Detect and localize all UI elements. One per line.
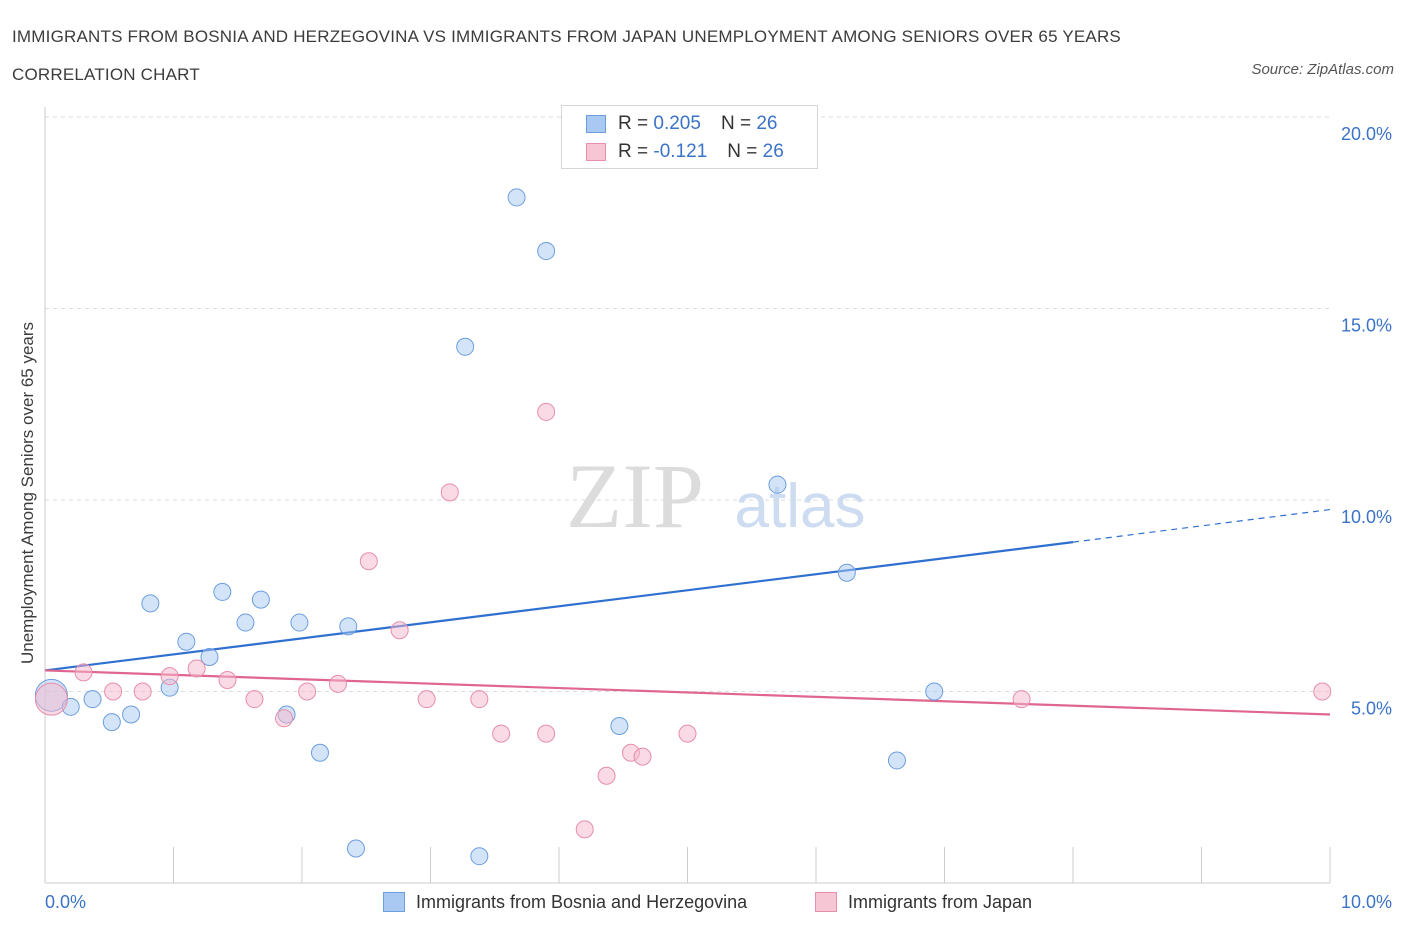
japan-point: [492, 724, 511, 743]
watermark-atlas: atlas: [735, 472, 866, 541]
legend-n-label: N =: [727, 141, 758, 162]
chart-title: IMMIGRANTS FROM BOSNIA AND HERZEGOVINA V…: [12, 27, 1121, 84]
japan-point: [187, 659, 206, 678]
japan-point: [298, 682, 317, 701]
bosnia-swatch: [586, 115, 606, 133]
japan-point: [328, 674, 347, 693]
bosnia-point: [470, 847, 489, 866]
japan-legend-label: Immigrants from Japan: [848, 891, 1033, 912]
watermark-zip: ZIP: [566, 445, 704, 547]
japan-point: [104, 682, 123, 701]
bosnia-point: [310, 743, 329, 762]
bosnia-point: [768, 475, 787, 494]
bosnia-point: [610, 716, 629, 735]
japan-point: [74, 663, 93, 682]
legend-r-value-japan: -0.121: [653, 141, 708, 162]
bosnia-point: [887, 751, 906, 770]
x-tick-label-max: 10.0%: [1341, 892, 1392, 912]
bosnia-point: [213, 582, 232, 601]
japan-point: [633, 747, 652, 766]
japan-point: [133, 682, 152, 701]
japan-point: [275, 709, 294, 728]
bosnia-point: [102, 713, 121, 732]
japan-point: [1012, 690, 1031, 709]
japan-point: [597, 766, 616, 785]
legend-row-japan: R = -0.121 N = 26: [586, 140, 784, 164]
series-legend-bosnia: Immigrants from Bosnia and Herzegovina: [383, 889, 747, 915]
japan-point: [390, 621, 409, 640]
japan-point: [417, 690, 436, 709]
japan-point: [470, 690, 489, 709]
bosnia-point: [537, 242, 556, 261]
bosnia-legend-label: Immigrants from Bosnia and Herzegovina: [416, 891, 748, 912]
japan-point: [359, 552, 378, 571]
y-tick-label: 10.0%: [1341, 507, 1392, 527]
bosnia-point: [290, 613, 309, 632]
japan-trend-line: [44, 669, 1331, 716]
bosnia-point: [177, 632, 196, 651]
bosnia-trend-extension: [1072, 508, 1331, 543]
bosnia-point: [456, 337, 475, 356]
bosnia-point: [251, 590, 270, 609]
stats-legend: R = 0.205 N = 26 R = -0.121 N = 26: [561, 105, 818, 169]
japan-point: [537, 402, 556, 421]
bosnia-point: [122, 705, 141, 724]
bosnia-point: [837, 563, 856, 582]
japan-point: [245, 690, 264, 709]
legend-n-value-japan: 26: [762, 141, 784, 162]
bosnia-point: [925, 682, 944, 701]
y-tick-label: 20.0%: [1341, 124, 1392, 144]
source-label: Source: ZipAtlas.com: [1251, 61, 1394, 78]
japan-swatch: [586, 143, 606, 161]
y-tick-label: 15.0%: [1341, 316, 1392, 336]
legend-row-bosnia: R = 0.205 N = 26: [586, 112, 777, 136]
bosnia-trend-line: [44, 541, 1074, 672]
japan-point: [160, 667, 179, 686]
japan-point: [218, 671, 237, 690]
bosnia-point: [236, 613, 255, 632]
series-legend-japan: Immigrants from Japan: [815, 889, 1032, 915]
bosnia-point: [339, 617, 358, 636]
legend-n-label: N =: [720, 113, 752, 134]
bosnia-point: [346, 839, 365, 858]
x-tick-label-min: 0.0%: [45, 892, 86, 912]
bosnia-legend-swatch: [383, 892, 405, 912]
japan-legend-swatch: [815, 892, 837, 912]
legend-r-value-bosnia: 0.205: [653, 113, 701, 134]
japan-point: [678, 724, 697, 743]
bosnia-point: [83, 690, 102, 709]
y-tick-label: 5.0%: [1351, 699, 1392, 719]
japan-point: [1313, 682, 1332, 701]
japan-point: [575, 820, 594, 839]
bosnia-point: [200, 648, 219, 667]
legend-r-label: R =: [618, 141, 649, 162]
legend-n-value-bosnia: 26: [756, 113, 778, 134]
y-axis-label: Unemployment Among Seniors over 65 years: [18, 321, 37, 665]
japan-point: [537, 724, 556, 743]
japan-point: [440, 483, 459, 502]
bosnia-point: [507, 188, 526, 207]
bosnia-point: [141, 594, 160, 613]
japan-point: [34, 682, 68, 716]
legend-r-label: R =: [618, 113, 649, 134]
